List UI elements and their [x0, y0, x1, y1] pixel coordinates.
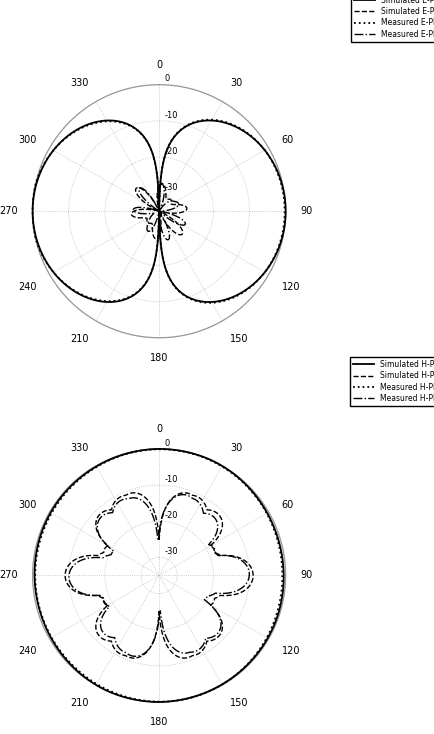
Text: -10: -10 — [164, 111, 178, 120]
Text: 60: 60 — [282, 135, 294, 145]
Legend: Simulated H-Plane Co-Pol, Simulated H-Plane X-Pol, Measured H-Plane Co-Pol, Meas: Simulated H-Plane Co-Pol, Simulated H-Pl… — [350, 357, 434, 406]
Text: 30: 30 — [230, 79, 242, 89]
Text: 240: 240 — [18, 282, 36, 292]
Text: 210: 210 — [70, 698, 88, 708]
Text: 210: 210 — [70, 334, 88, 344]
Text: 0: 0 — [156, 59, 162, 70]
Text: 0: 0 — [156, 424, 162, 434]
Text: 150: 150 — [230, 698, 249, 708]
Text: 300: 300 — [18, 500, 36, 509]
Text: 0: 0 — [164, 74, 169, 84]
Text: 270: 270 — [0, 570, 17, 581]
Text: 30: 30 — [230, 443, 242, 453]
Text: 180: 180 — [150, 353, 168, 363]
Text: -30: -30 — [164, 547, 178, 556]
Text: 0: 0 — [164, 439, 169, 448]
Text: -20: -20 — [164, 147, 178, 156]
Text: 240: 240 — [18, 647, 36, 656]
Text: 330: 330 — [70, 443, 88, 453]
Text: 60: 60 — [282, 500, 294, 509]
Text: 330: 330 — [70, 79, 88, 89]
Text: 90: 90 — [301, 570, 313, 581]
Text: 150: 150 — [230, 334, 249, 344]
Text: 120: 120 — [282, 282, 300, 292]
Text: -20: -20 — [164, 511, 178, 520]
Text: 180: 180 — [150, 717, 168, 727]
Text: 90: 90 — [301, 206, 313, 217]
Text: 300: 300 — [18, 135, 36, 145]
Text: -30: -30 — [164, 183, 178, 192]
Text: -10: -10 — [164, 475, 178, 484]
Text: 270: 270 — [0, 206, 17, 217]
Legend: Simulated E-Plane Co-Pol, Simulated E-Plane X-Pol, Measured E-Plane Co-Pol, Meas: Simulated E-Plane Co-Pol, Simulated E-Pl… — [351, 0, 434, 42]
Text: 120: 120 — [282, 647, 300, 656]
